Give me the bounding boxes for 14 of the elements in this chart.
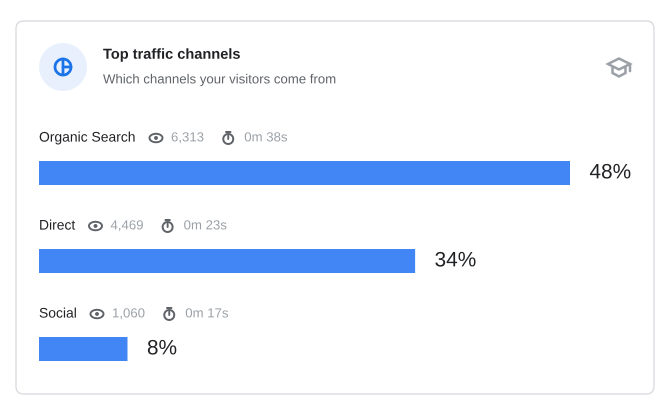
annotation: 6,313: [172, 132, 204, 144]
chart-title: Top traffic channels: [103, 48, 240, 62]
annotation: 4,469: [110, 220, 143, 232]
y-tick-label: Organic Search: [40, 132, 135, 144]
annotation: 0m 23s: [184, 220, 226, 230]
data-label: 34%: [435, 252, 476, 267]
data-label: 8%: [148, 340, 176, 355]
data-label: 48%: [590, 164, 630, 179]
y-tick-label: Social: [40, 308, 76, 318]
chart-subtitle: Which channels your visitors come from: [103, 74, 336, 86]
annotation: 0m 17s: [186, 308, 228, 318]
annotation: 0m 38s: [244, 132, 288, 142]
annotation: 1,060: [113, 308, 144, 320]
y-tick-label: Direct: [40, 220, 76, 230]
